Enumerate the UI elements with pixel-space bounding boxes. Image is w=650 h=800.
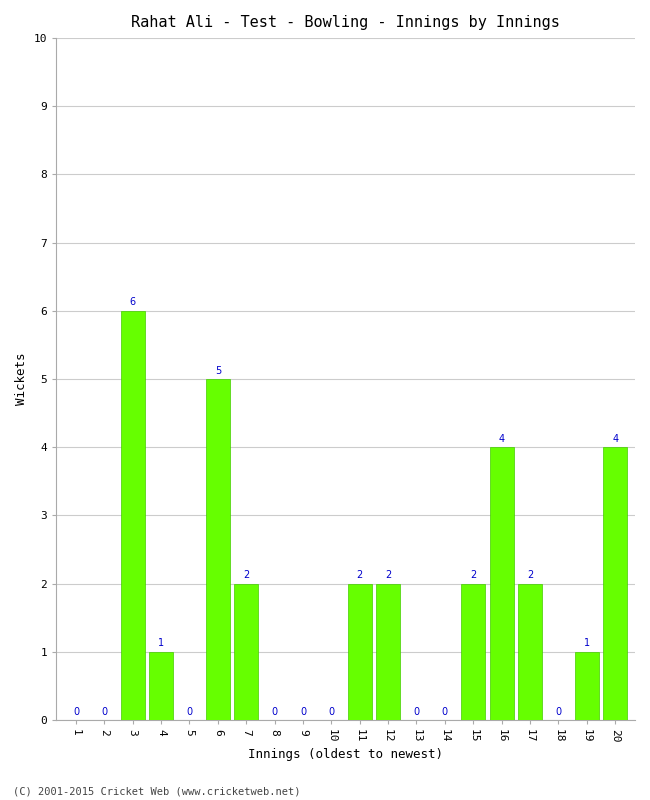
Bar: [206, 379, 230, 720]
Bar: [489, 447, 514, 720]
Text: 0: 0: [442, 706, 448, 717]
Text: 0: 0: [413, 706, 419, 717]
Text: 6: 6: [129, 298, 136, 307]
Y-axis label: Wickets: Wickets: [15, 353, 28, 406]
Bar: [121, 311, 145, 720]
Text: 2: 2: [385, 570, 391, 580]
Text: 2: 2: [357, 570, 363, 580]
Bar: [234, 583, 258, 720]
Bar: [603, 447, 627, 720]
Text: 0: 0: [300, 706, 306, 717]
Bar: [462, 583, 486, 720]
Text: 0: 0: [272, 706, 278, 717]
Text: 4: 4: [612, 434, 618, 444]
Text: 5: 5: [214, 366, 221, 376]
Text: 2: 2: [243, 570, 250, 580]
X-axis label: Innings (oldest to newest): Innings (oldest to newest): [248, 748, 443, 761]
Text: 2: 2: [527, 570, 533, 580]
Text: 0: 0: [555, 706, 562, 717]
Bar: [518, 583, 542, 720]
Text: 0: 0: [101, 706, 107, 717]
Bar: [376, 583, 400, 720]
Bar: [149, 652, 173, 720]
Title: Rahat Ali - Test - Bowling - Innings by Innings: Rahat Ali - Test - Bowling - Innings by …: [131, 15, 560, 30]
Text: 0: 0: [73, 706, 79, 717]
Bar: [575, 652, 599, 720]
Text: 1: 1: [158, 638, 164, 648]
Text: 4: 4: [499, 434, 504, 444]
Text: 2: 2: [470, 570, 476, 580]
Text: 0: 0: [187, 706, 192, 717]
Text: 1: 1: [584, 638, 590, 648]
Text: (C) 2001-2015 Cricket Web (www.cricketweb.net): (C) 2001-2015 Cricket Web (www.cricketwe…: [13, 786, 300, 796]
Text: 0: 0: [328, 706, 334, 717]
Bar: [348, 583, 372, 720]
